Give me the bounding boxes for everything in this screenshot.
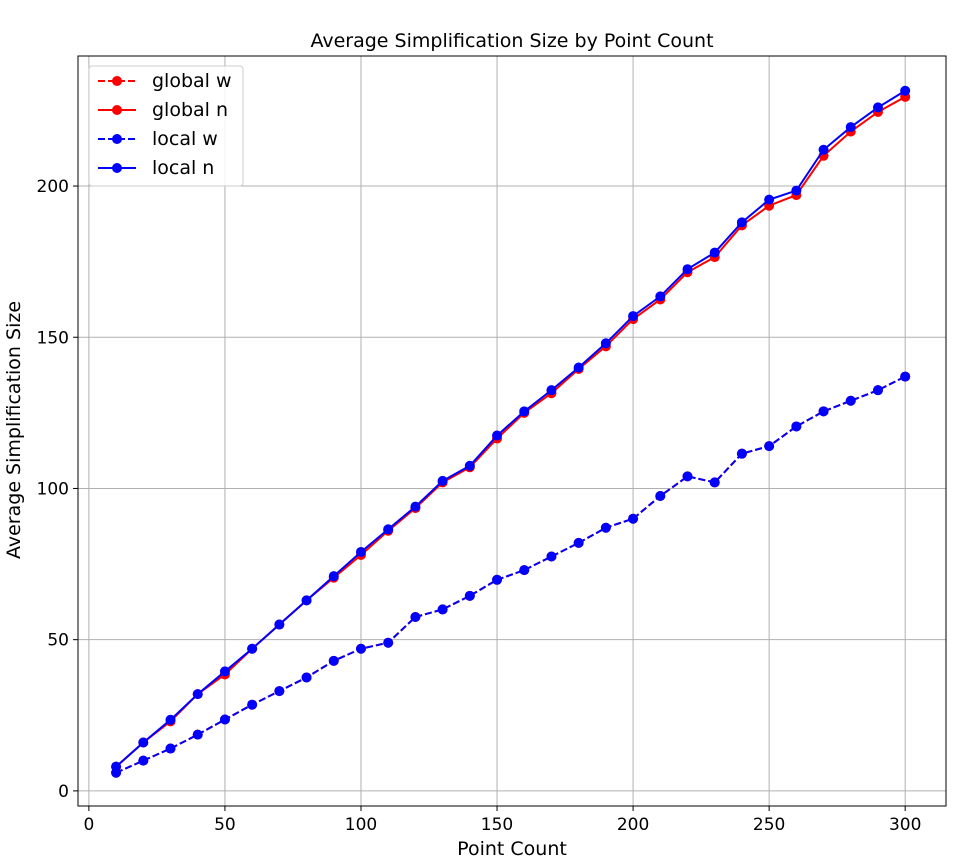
data-point xyxy=(519,406,530,417)
data-point xyxy=(628,513,639,524)
legend-item: global w xyxy=(98,70,232,92)
legend-swatch-marker xyxy=(112,105,122,115)
x-tick-label: 50 xyxy=(214,815,236,835)
data-point xyxy=(492,574,503,585)
x-tick-label: 0 xyxy=(83,815,94,835)
plot-frame xyxy=(77,55,947,807)
data-point xyxy=(192,689,203,700)
data-point xyxy=(165,743,176,754)
grid xyxy=(78,56,946,806)
legend-label: global w xyxy=(152,70,232,92)
data-point xyxy=(410,501,421,512)
y-tick-label: 200 xyxy=(37,177,69,197)
data-point xyxy=(410,611,421,622)
chart-title: Average Simplification Size by Point Cou… xyxy=(310,30,713,52)
x-tick-label: 100 xyxy=(345,815,377,835)
legend-box xyxy=(88,65,244,187)
y-tick-label: 50 xyxy=(47,631,69,651)
legend-item: local w xyxy=(98,128,218,150)
data-point xyxy=(628,311,639,322)
data-point xyxy=(165,714,176,725)
data-point xyxy=(845,395,856,406)
data-point xyxy=(355,546,366,557)
y-tick-label: 100 xyxy=(37,479,69,499)
data-point xyxy=(464,590,475,601)
data-point xyxy=(900,371,911,382)
y-axis-label: Average Simplification Size xyxy=(3,301,25,559)
data-point xyxy=(519,565,530,576)
legend-swatch-marker xyxy=(112,163,122,173)
data-point xyxy=(655,291,666,302)
data-point xyxy=(709,477,720,488)
data-point xyxy=(791,421,802,432)
data-point xyxy=(111,761,122,772)
data-point xyxy=(328,571,339,582)
x-axis-label: Point Count xyxy=(457,838,567,860)
data-point xyxy=(464,460,475,471)
series-line-local-w xyxy=(115,375,906,774)
data-point xyxy=(219,714,230,725)
legend-item: local n xyxy=(98,157,214,179)
legend-item: global n xyxy=(98,99,228,121)
data-point xyxy=(138,737,149,748)
data-point xyxy=(818,144,829,155)
data-point xyxy=(682,264,693,275)
x-tick-label: 250 xyxy=(753,815,785,835)
y-tick-label: 150 xyxy=(37,328,69,348)
data-point xyxy=(219,666,230,677)
data-point xyxy=(301,595,312,606)
data-point xyxy=(546,385,557,396)
data-point xyxy=(736,448,747,459)
data-point xyxy=(573,362,584,373)
data-point xyxy=(872,102,883,113)
data-point xyxy=(764,194,775,205)
data-point xyxy=(192,729,203,740)
data-point xyxy=(328,655,339,666)
data-point xyxy=(138,755,149,766)
data-point xyxy=(247,699,258,710)
data-point xyxy=(301,672,312,683)
data-point xyxy=(791,185,802,196)
series-group xyxy=(111,85,911,778)
data-point xyxy=(709,247,720,258)
data-point xyxy=(492,430,503,441)
data-point xyxy=(437,604,448,615)
data-point xyxy=(247,643,258,654)
data-point xyxy=(818,406,829,417)
data-point xyxy=(600,522,611,533)
x-tick-label: 300 xyxy=(889,815,921,835)
data-point xyxy=(872,385,883,396)
data-point xyxy=(355,643,366,654)
data-point xyxy=(546,551,557,562)
data-point xyxy=(600,338,611,349)
legend-swatch-marker xyxy=(112,134,122,144)
legend-label: local n xyxy=(152,157,214,179)
data-point xyxy=(900,85,911,96)
data-point xyxy=(682,471,693,482)
data-point xyxy=(274,619,285,630)
data-point xyxy=(573,537,584,548)
x-tick-label: 150 xyxy=(481,815,513,835)
series-local-w xyxy=(111,371,911,778)
legend: global w global n local w local n xyxy=(88,65,244,187)
y-tick-label: 0 xyxy=(58,782,69,802)
data-point xyxy=(764,441,775,452)
data-point xyxy=(274,686,285,697)
legend-swatch-marker xyxy=(112,76,122,86)
data-point xyxy=(736,217,747,228)
x-tick-label: 200 xyxy=(617,815,649,835)
legend-label: global n xyxy=(152,99,228,121)
series-local-n xyxy=(111,85,911,772)
axes: 0 50 100 150 200 250 300 0 50 100 150 200 xyxy=(37,177,922,835)
legend-label: local w xyxy=(152,128,218,150)
data-point xyxy=(655,491,666,502)
data-point xyxy=(383,524,394,535)
data-point xyxy=(383,637,394,648)
data-point xyxy=(845,122,856,133)
data-point xyxy=(437,475,448,486)
